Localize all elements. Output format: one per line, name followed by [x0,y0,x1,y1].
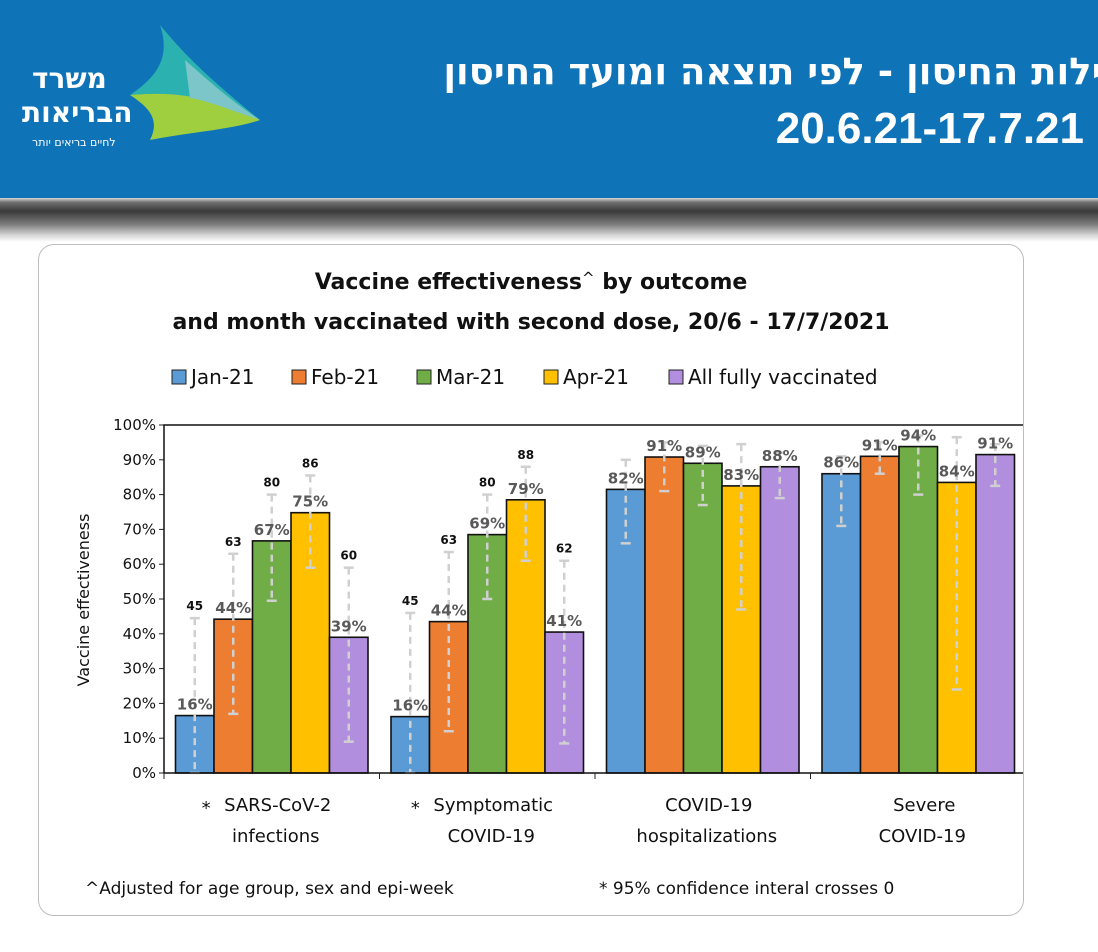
legend-swatch-2 [416,369,432,385]
chart-subtitle: and month vaccinated with second dose, 2… [172,310,889,335]
data-label-1-1: 44% [431,602,467,620]
data-label-3-3: 84% [939,462,975,480]
bar-2-1 [467,533,508,774]
x-axis: SARS-CoV-2 infections * Symptomatic COVID-19… [163,773,966,847]
header-shadow [0,198,1098,242]
logo-swoosh-icon [130,25,260,140]
data-label-2-2: 89% [685,443,721,461]
ci-upper-label-2-1: 80 [479,476,496,490]
ci-upper-label-3-1: 88 [517,448,534,462]
y-tick-label: 60% [123,555,156,573]
date-range: 20.6.21-17.7.21 [775,104,1084,153]
category-label-line1-0: SARS-CoV-2 [224,795,331,816]
ci-upper-label-3-0: 86 [302,456,319,470]
legend-swatch-3 [543,369,559,385]
bar-4-2 [759,465,800,774]
legend-label-0: Jan-21 [189,365,255,389]
ministry-logo: משרד הבריאות לחיים בריאים יותר [10,20,270,150]
category-label-line1-1: Symptomatic [433,795,553,816]
legend-label-3: Apr-21 [563,365,629,389]
data-label-2-1: 69% [469,515,505,533]
y-tick-label: 100% [113,416,156,434]
y-tick-label: 80% [123,486,156,504]
legend-label-4: All fully vaccinated [688,365,878,389]
chart-card: Vaccine effectiveness^ by outcome and mo… [38,244,1024,916]
data-label-3-0: 75% [292,493,328,511]
header-banner: משרד הבריאות לחיים בריאים יותר יעילות הח… [0,0,1098,198]
ci-upper-label-0-1: 45 [402,594,419,608]
footnote-ci: * 95% confidence interal crosses 0 [599,879,894,899]
y-tick-label: 70% [123,520,156,538]
logo-line-2: הבריאות [22,96,133,129]
data-label-0-2: 82% [608,469,644,487]
category-label-line1-3: Severe [893,795,955,816]
ci-upper-label-1-1: 63 [440,533,457,547]
y-axis-label: Vaccine effectiveness [74,514,93,687]
data-label-0-0: 16% [177,696,213,714]
category-label-line2-3: COVID-19 [879,826,966,847]
y-tick-label: 10% [123,729,156,747]
legend-swatch-1 [291,369,307,385]
legend-swatch-0 [171,369,187,385]
data-label-0-3: 86% [823,454,859,472]
data-label-3-2: 83% [723,466,759,484]
ci-upper-label-1-0: 63 [225,535,242,549]
y-tick-label: 40% [123,625,156,643]
ci-upper-label-4-0: 60 [340,549,357,563]
category-ci-marker-0: * [202,798,211,819]
data-label-4-1: 41% [546,612,582,630]
bar-2-0 [251,540,292,774]
y-tick-label: 0% [132,764,156,782]
logo-tagline: לחיים בריאים יותר [32,136,116,149]
y-tick-label: 20% [123,694,156,712]
y-axis: 0% 10% 20% 30% 40% 50% 60% 70% 80% 90% 100% [113,416,164,782]
data-label-0-1: 16% [392,697,428,715]
category-label-line2-1: COVID-19 [448,826,535,847]
chart-title: Vaccine effectiveness^ by outcome [315,269,748,295]
ci-upper-label-0-0: 45 [186,599,203,613]
legend-label-1: Feb-21 [311,365,379,389]
data-label-4-2: 88% [762,447,798,465]
bar-1-3 [859,455,900,774]
bar-2-2 [682,462,723,774]
legend-label-2: Mar-21 [436,365,505,389]
y-tick-label: 90% [123,451,156,469]
y-tick-label: 30% [123,660,156,678]
plot-area: 16% 45 16% 45 82% 86% 44% 63 44% 63 91% 91% 67% 80 69%… [163,424,1023,775]
chart-legend: Jan-21 Feb-21 Mar-21 Apr-21 All fully vaccin… [171,365,878,389]
data-label-4-0: 39% [331,617,367,635]
bar-4-3 [975,453,1016,774]
category-label-line2-0: infections [232,826,320,847]
category-label-line2-2: hospitalizations [636,826,777,847]
bar-4-1 [544,631,585,774]
legend-swatch-4 [668,369,684,385]
logo-line-1: משרד [32,62,107,95]
y-tick-label: 50% [123,590,156,608]
bar-1-2 [644,456,685,774]
bar-3-0 [290,511,331,774]
data-label-4-3: 91% [977,435,1013,453]
bar-1-0 [213,618,254,774]
footnote-adjusted: ^Adjusted for age group, sex and epi-wee… [85,879,454,899]
ci-upper-label-4-1: 62 [556,542,573,556]
data-label-1-2: 91% [646,437,682,455]
data-label-1-0: 44% [215,599,251,617]
data-label-2-3: 94% [900,427,936,445]
page-title-hebrew: יעילות החיסון - לפי תוצאה ומועד החיסון [443,50,1098,93]
category-label-line1-2: COVID-19 [665,795,752,816]
data-label-3-1: 79% [508,480,544,498]
data-label-1-3: 91% [862,436,898,454]
data-label-2-0: 67% [254,521,290,539]
category-ci-marker-1: * [411,798,420,819]
ci-upper-label-2-0: 80 [263,476,280,490]
chart-svg: Vaccine effectiveness^ by outcome and mo… [74,269,1023,899]
